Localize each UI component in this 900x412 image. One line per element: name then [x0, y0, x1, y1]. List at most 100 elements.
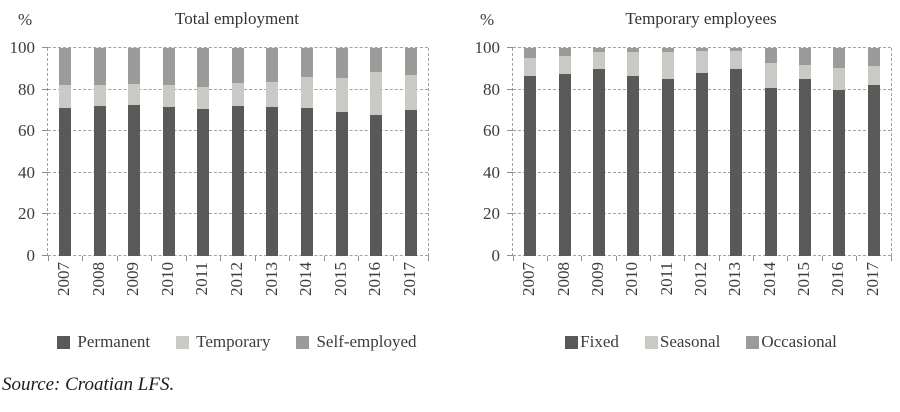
- x-axis-tick: [116, 256, 118, 261]
- y-axis-tick: [507, 88, 513, 90]
- bar-2012: [231, 48, 244, 256]
- y-axis-tick: [507, 47, 513, 48]
- bar-segment-self-employed: [370, 48, 383, 72]
- y-axis-tick: [42, 130, 48, 132]
- legend-label: Permanent: [77, 332, 151, 351]
- x-axis-tick: [254, 256, 256, 261]
- y-axis-tick-label: 60: [483, 121, 500, 141]
- x-axis-label-cell: 2012: [684, 262, 718, 316]
- bar-segment-fixed: [730, 68, 743, 256]
- year-label: 2010: [622, 262, 642, 296]
- year-label: 2017: [862, 262, 882, 296]
- x-axis-tick: [787, 256, 789, 261]
- y-axis-tick-label: 40: [18, 162, 35, 182]
- bar-segment-temporary: [370, 71, 383, 115]
- y-axis-tick: [42, 255, 48, 256]
- chart-total-employment: % Total employment 100 80 60 40 20 0 2007 2008…: [0, 0, 450, 360]
- y-axis-tick-label: 0: [26, 246, 36, 265]
- bar-2011: [197, 48, 210, 256]
- bar-segment-occasional: [730, 48, 743, 52]
- year-label: 2010: [157, 262, 177, 296]
- x-axis-label-cell: 2017: [392, 262, 427, 316]
- x-axis-tick: [753, 256, 755, 261]
- bar-segment-temporary: [162, 85, 175, 108]
- legend-swatch: [57, 335, 71, 349]
- year-label: 2016: [365, 262, 385, 296]
- x-axis-tick: [856, 256, 858, 261]
- legend-item-occasional: Occasional: [746, 332, 837, 352]
- y-axis-tick: [507, 171, 513, 173]
- bar-segment-temporary: [59, 85, 72, 109]
- bar-segment-seasonal: [661, 52, 674, 80]
- legend-swatch: [644, 335, 658, 349]
- x-axis-tick: [615, 256, 617, 261]
- gridline-100: [513, 47, 891, 48]
- chart-title: Total employment: [175, 9, 299, 28]
- x-axis-label-cell: 2011: [185, 262, 220, 316]
- bar-segment-temporary: [404, 75, 417, 111]
- bar-segment-fixed: [558, 74, 571, 256]
- x-axis-tick: [358, 256, 360, 261]
- bar-segment-seasonal: [799, 64, 812, 80]
- bar-segment-permanent: [266, 107, 279, 256]
- x-axis-label-cell: 2017: [856, 262, 890, 316]
- bar-segment-fixed: [764, 87, 777, 256]
- bar-2010: [627, 48, 640, 256]
- bar-segment-permanent: [162, 107, 175, 256]
- y-axis-tick: [42, 47, 48, 48]
- x-axis-label-cell: 2016: [358, 262, 393, 316]
- legend-item-self-employed: Self-employed: [296, 332, 417, 352]
- bar-2016: [833, 48, 846, 256]
- x-axis-label-cell: 2010: [615, 262, 649, 316]
- bar-segment-self-employed: [404, 48, 417, 76]
- bar-segment-seasonal: [627, 52, 640, 77]
- x-axis-tick: [581, 256, 583, 261]
- year-label: 2017: [399, 262, 419, 296]
- bar-segment-permanent: [59, 108, 72, 256]
- y-axis-tick-label: 0: [491, 246, 501, 265]
- legend-item-temporary: Temporary: [176, 332, 270, 352]
- legend-swatch: [176, 335, 190, 349]
- legend-item-fixed: Fixed: [565, 332, 619, 352]
- bar-segment-occasional: [695, 48, 708, 52]
- bar-segment-self-employed: [59, 48, 72, 86]
- bar-segment-temporary: [93, 85, 106, 107]
- year-label: 2012: [227, 262, 246, 296]
- bar-segment-fixed: [661, 79, 674, 256]
- bar-2008: [558, 48, 571, 256]
- chart-title: Temporary employees: [625, 9, 777, 28]
- y-axis-tick: [42, 171, 48, 173]
- bar-segment-permanent: [335, 112, 348, 256]
- y-axis-tick: [507, 130, 513, 132]
- x-axis-tick: [185, 256, 187, 261]
- x-axis-tick: [890, 256, 892, 261]
- legend-item-permanent: Permanent: [57, 332, 150, 352]
- bar-segment-seasonal: [867, 65, 880, 86]
- bar-segment-self-employed: [231, 48, 244, 84]
- bars-group: [48, 48, 428, 256]
- x-axis-label-cell: 2010: [151, 262, 186, 316]
- chart-temporary-employees: % Temporary employees 100 80 60 40 20 0 2007 2…: [450, 0, 900, 360]
- year-label: 2011: [192, 262, 212, 296]
- x-axis-tick: [82, 256, 84, 261]
- bar-2014: [764, 48, 777, 256]
- x-axis-tick: [649, 256, 651, 261]
- x-axis-label-cell: 2008: [82, 262, 117, 316]
- bar-segment-occasional: [592, 48, 605, 53]
- bars-group: [513, 48, 891, 256]
- legend-label: Self-employed: [316, 332, 417, 351]
- bar-segment-self-employed: [162, 48, 175, 86]
- year-label: 2013: [725, 262, 745, 296]
- source-note: Source: Croatian LFS.: [2, 374, 175, 395]
- year-label: 2013: [261, 262, 281, 296]
- bar-segment-fixed: [833, 89, 846, 256]
- bar-segment-fixed: [592, 68, 605, 256]
- year-label: 2015: [330, 262, 350, 296]
- y-axis-tick-label: 100: [474, 38, 501, 57]
- bar-segment-seasonal: [695, 51, 708, 73]
- year-label: 2007: [54, 262, 74, 296]
- bar-segment-fixed: [799, 79, 812, 256]
- y-axis-tick-label: 20: [483, 204, 500, 224]
- bar-segment-temporary: [300, 77, 313, 109]
- year-label: 2009: [123, 262, 143, 296]
